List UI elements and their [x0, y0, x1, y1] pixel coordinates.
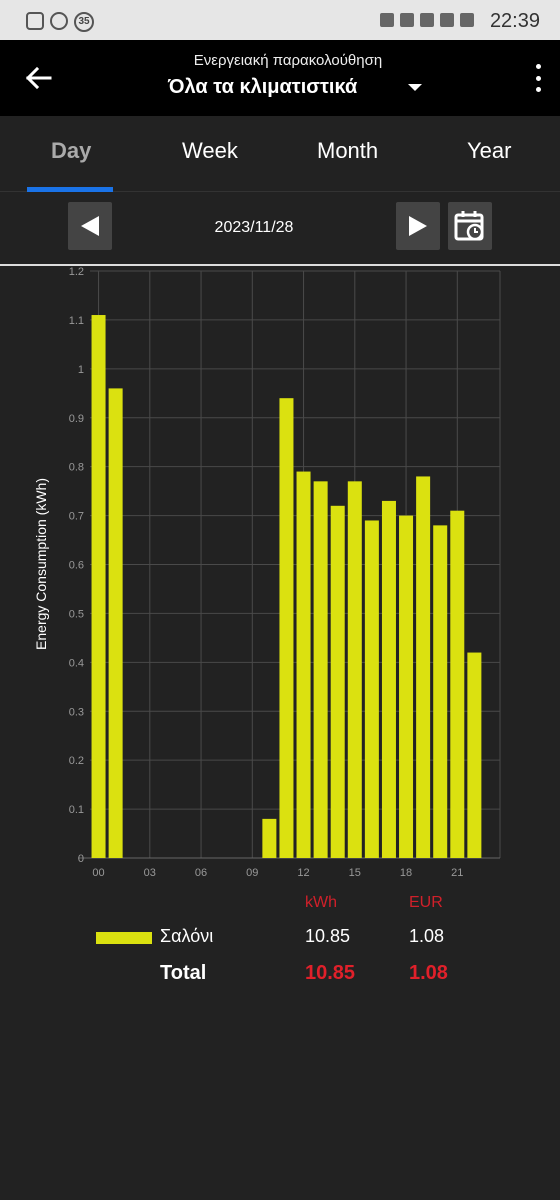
next-day-button[interactable] — [396, 202, 440, 250]
bar-hour-17[interactable] — [381, 500, 396, 858]
bar-hour-22[interactable] — [467, 652, 482, 858]
arrow-back-icon — [25, 66, 52, 90]
y-tick-label: 1 — [78, 364, 84, 376]
bar-hour-13[interactable] — [313, 481, 328, 858]
bar-hour-15[interactable] — [347, 481, 362, 858]
app-subtitle: Ενεργειακή παρακολούθηση — [193, 52, 383, 69]
legend-series-name: Σαλόνι — [160, 926, 214, 946]
energy-bar-chart: 0 0.1 0.2 0.3 0.4 0.5 0.6 0.7 0.8 0.9 1 1.1 1.2 00 03 0… — [33, 266, 501, 879]
selected-date: 2023/11/28 — [214, 219, 294, 236]
series-kwh-value: 10.85 — [305, 926, 351, 946]
bar-hour-19[interactable] — [416, 476, 431, 858]
y-tick-label: 0.4 — [69, 657, 84, 669]
y-tick-label: 0.5 — [69, 608, 84, 620]
period-tabs: Day Week Month Year — [0, 116, 560, 192]
active-tab-indicator — [27, 187, 113, 192]
viber-notification-icon — [50, 12, 68, 30]
bar-hour-10[interactable] — [262, 818, 277, 858]
wifi-call-icon — [440, 13, 454, 27]
y-tick-label: 1.1 — [69, 315, 84, 327]
x-tick-label: 15 — [349, 867, 361, 879]
status-bar: 35 22:39 — [0, 0, 560, 40]
y-tick-label: 0.8 — [69, 462, 84, 474]
y-tick-label: 0.7 — [69, 511, 84, 523]
clock: 22:39 — [489, 10, 540, 32]
tab-day[interactable]: Day — [51, 138, 92, 163]
mute-icon — [400, 13, 414, 27]
dot-icon — [535, 75, 541, 81]
total-kwh-value: 10.85 — [305, 962, 356, 984]
x-tick-label: 06 — [195, 867, 207, 879]
date-navigation: 2023/11/28 — [0, 192, 560, 266]
x-tick-label: 21 — [451, 867, 463, 879]
calendar-clock-icon — [454, 211, 484, 241]
kwh-column-header: kWh — [305, 894, 337, 911]
signal-icon — [460, 13, 474, 27]
dot-icon — [535, 64, 541, 69]
bar-hour-11[interactable] — [279, 398, 294, 858]
y-tick-label: 0.3 — [69, 706, 84, 718]
consumption-summary: kWh EUR Σαλόνι 10.85 1.08 Total 10.85 1.… — [0, 886, 560, 996]
previous-day-button[interactable] — [68, 202, 112, 250]
arrow-right-icon — [409, 216, 427, 236]
dropdown-arrow-icon[interactable] — [408, 84, 422, 91]
y-tick-label: 0 — [78, 853, 84, 865]
tab-month[interactable]: Month — [317, 138, 379, 163]
more-options-button[interactable] — [532, 64, 544, 92]
eur-column-header: EUR — [409, 894, 443, 911]
device-selector-title[interactable]: Όλα τα κλιματιστικά — [168, 76, 358, 98]
tab-week[interactable]: Week — [182, 138, 238, 163]
series-eur-value: 1.08 — [409, 926, 445, 946]
app-bar: Ενεργειακή παρακολούθηση Όλα τα κλιματισ… — [0, 40, 560, 116]
notification-count-badge: 35 — [74, 12, 94, 32]
y-tick-label: 0.2 — [69, 755, 84, 767]
bar-hour-01[interactable] — [108, 388, 123, 858]
tab-year[interactable]: Year — [467, 138, 512, 163]
x-tick-label: 12 — [297, 867, 309, 879]
calendar-button[interactable] — [448, 202, 492, 250]
gallery-notification-icon — [26, 12, 44, 30]
legend-swatch — [96, 932, 152, 944]
y-tick-label: 0.9 — [69, 413, 84, 425]
bar-hour-18[interactable] — [399, 515, 414, 858]
x-tick-label: 09 — [246, 867, 258, 879]
x-tick-label: 00 — [92, 867, 104, 879]
x-tick-label: 03 — [144, 867, 156, 879]
y-tick-label: 1.2 — [69, 266, 84, 278]
bar-hour-21[interactable] — [450, 510, 465, 858]
bar-hour-12[interactable] — [296, 471, 311, 858]
back-button[interactable] — [22, 62, 54, 94]
y-tick-label: 0.6 — [69, 560, 84, 572]
y-axis-label: Energy Consumption (kWh) — [33, 478, 49, 650]
bar-hour-14[interactable] — [330, 505, 345, 858]
arrow-left-icon — [81, 216, 99, 236]
energy-chart: 0 0.1 0.2 0.3 0.4 0.5 0.6 0.7 0.8 0.9 1 1.1 1.2 00 03 0… — [0, 266, 560, 886]
dot-icon — [535, 87, 541, 92]
bluetooth-icon — [380, 13, 394, 27]
wifi-icon — [420, 13, 434, 27]
total-eur-value: 1.08 — [409, 962, 448, 984]
y-tick-label: 0.1 — [69, 804, 84, 816]
bar-hour-16[interactable] — [364, 520, 379, 858]
bar-hour-20[interactable] — [433, 525, 448, 858]
x-tick-label: 18 — [400, 867, 412, 879]
bar-hour-00[interactable] — [91, 315, 106, 858]
total-label: Total — [160, 962, 207, 984]
